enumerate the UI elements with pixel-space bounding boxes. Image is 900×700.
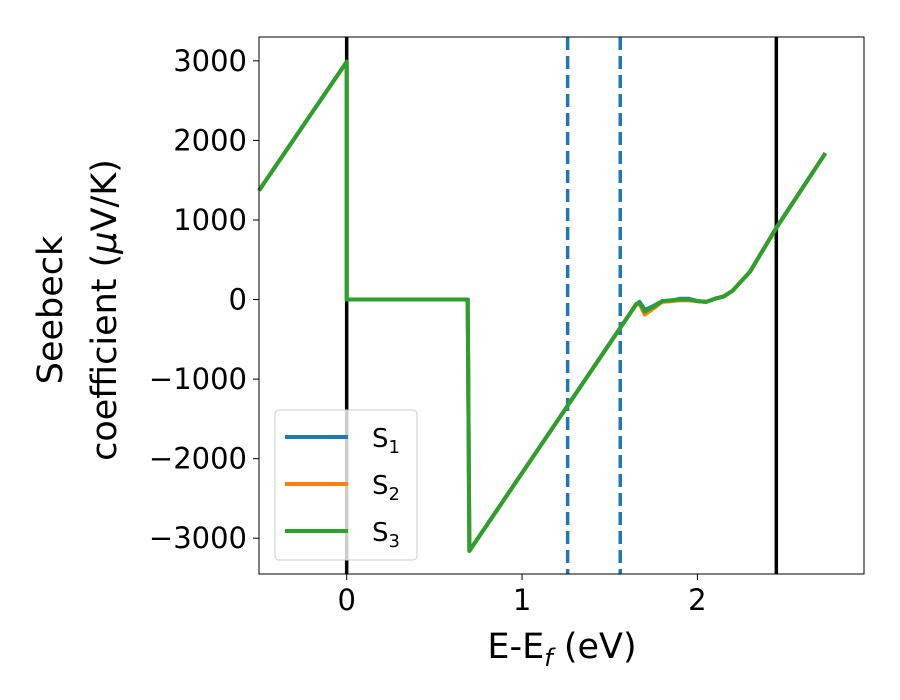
y-tick-label: 2000 bbox=[173, 123, 247, 157]
y-tick-label: −3000 bbox=[149, 521, 247, 555]
y-axis-label-text: coefficient ( bbox=[85, 254, 125, 461]
series-line-s3 bbox=[257, 59, 828, 553]
y-tick-label: −2000 bbox=[149, 442, 247, 476]
y-axis-label-unit: V/K) bbox=[85, 159, 125, 231]
y-axis-label-line2: coefficient (μV/K) bbox=[85, 159, 125, 461]
legend-label-s2: S2 bbox=[372, 471, 400, 505]
y-tick-label: 1000 bbox=[173, 203, 247, 237]
x-axis-label: E-Ef (eV) bbox=[487, 627, 636, 672]
x-axis-ticks: 0 1 2 bbox=[337, 574, 707, 617]
legend: S1 S2 S3 bbox=[274, 409, 418, 561]
y-axis-label-line1: Seebeck bbox=[31, 235, 71, 384]
legend-label-s1: S1 bbox=[372, 424, 400, 458]
x-axis-label-unit: (eV) bbox=[553, 627, 637, 667]
y-tick-label: −1000 bbox=[149, 362, 247, 396]
y-axis-ticks: 3000 2000 1000 0 −1000 −2000 −3000 bbox=[149, 44, 259, 555]
x-tick-label: 2 bbox=[688, 583, 706, 617]
x-tick-label: 1 bbox=[513, 583, 531, 617]
y-axis-label-mu: μ bbox=[85, 231, 125, 254]
plot-area-frame bbox=[258, 36, 865, 575]
y-tick-label: 3000 bbox=[173, 44, 247, 78]
x-axis-label-base: E-E bbox=[487, 627, 544, 667]
y-axis-label: Seebeck coefficient (μV/K) bbox=[31, 159, 125, 461]
y-tick-label: 0 bbox=[229, 283, 247, 317]
series-layer bbox=[257, 59, 828, 553]
x-tick-label: 0 bbox=[337, 583, 355, 617]
legend-label-s3: S3 bbox=[372, 518, 400, 552]
